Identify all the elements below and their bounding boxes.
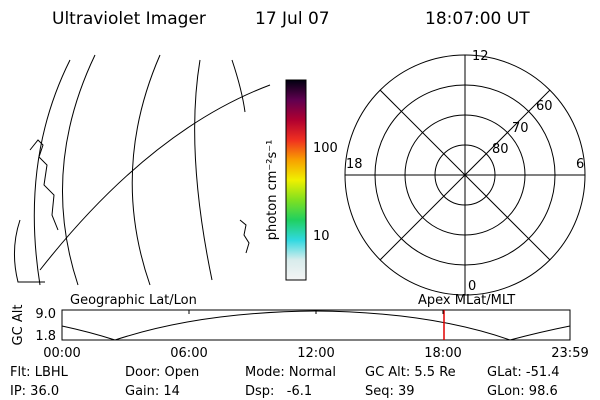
timeline-xtick: 18:00 <box>424 346 461 361</box>
timeline-xtick: 06:00 <box>170 346 207 361</box>
info-field: Door: Open <box>125 365 199 380</box>
info-field: Dsp: -6.1 <box>245 384 312 399</box>
altitude-curve <box>61 310 571 341</box>
mlt-label: 18 <box>346 157 363 172</box>
timeline-ylabel: GC Alt <box>11 305 26 346</box>
info-field: Mode: Normal <box>245 365 336 380</box>
info-field: GLon: 98.6 <box>487 384 558 399</box>
time: 18:07:00 UT <box>425 9 530 29</box>
info-field: Seq: 39 <box>365 384 415 399</box>
colorbar-label: photon cm⁻²s⁻¹ <box>265 140 280 241</box>
lat-label: 80 <box>492 142 509 157</box>
timeline-box <box>61 309 571 341</box>
lat-label: 60 <box>536 99 553 114</box>
info-field: GLat: -51.4 <box>487 365 560 380</box>
info-field: Gain: 14 <box>125 384 180 399</box>
title: Ultraviolet Imager <box>52 9 206 29</box>
lat-label: 70 <box>512 121 529 136</box>
info-field: Flt: LBHL <box>10 365 69 380</box>
colorbar-tick: 10 <box>313 229 330 244</box>
timeline-ytick: 9.0 <box>35 307 56 322</box>
timeline-right-label: Apex MLat/MLT <box>418 293 515 308</box>
mlt-label: 6 <box>576 157 584 172</box>
polar-grid <box>344 54 586 296</box>
timeline-left-label: Geographic Lat/Lon <box>70 293 197 308</box>
timeline-xtick: 23:59 <box>551 346 588 361</box>
timeline-ytick: 1.8 <box>35 329 56 344</box>
timeline-xtick: 00:00 <box>43 346 80 361</box>
info-field: IP: 36.0 <box>10 384 59 399</box>
mlt-label: 12 <box>472 49 489 64</box>
mlt-label: 0 <box>468 279 476 294</box>
timeline-xtick: 12:00 <box>297 346 334 361</box>
info-field: GC Alt: 5.5 Re <box>365 365 456 380</box>
map-grid <box>14 54 271 286</box>
colorbar <box>285 79 307 281</box>
date: 17 Jul 07 <box>255 9 330 29</box>
colorbar-tick: 100 <box>313 141 338 156</box>
